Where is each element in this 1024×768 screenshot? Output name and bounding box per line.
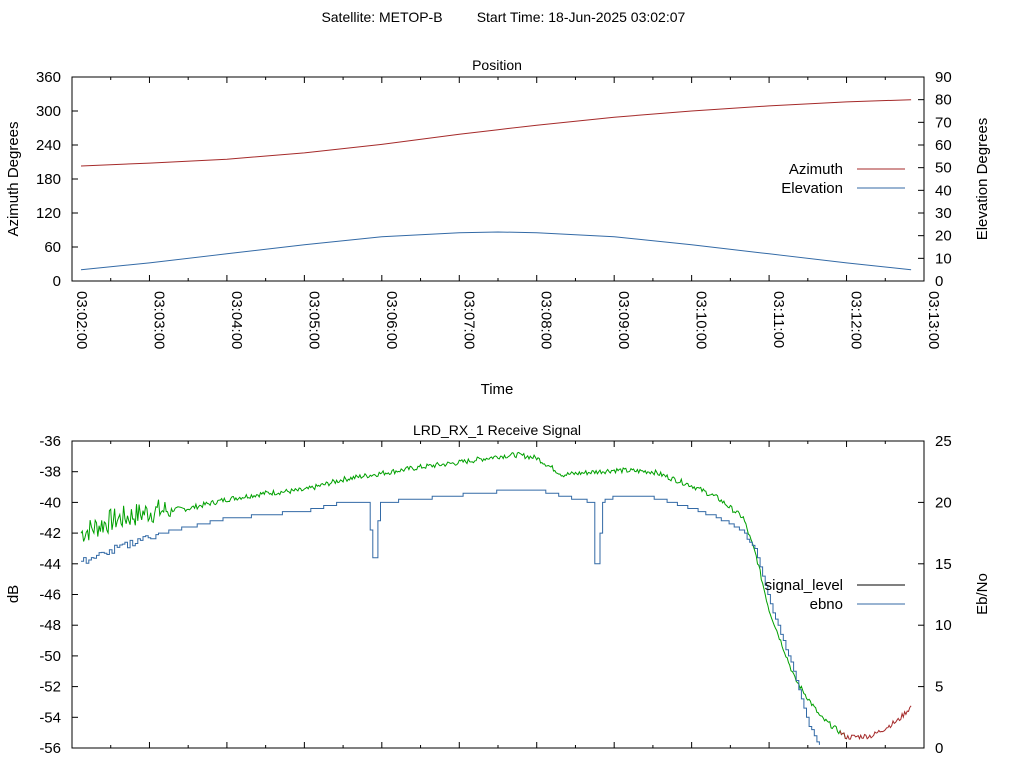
y2-tick-label: 5 bbox=[935, 679, 943, 696]
y2-tick-label: 10 bbox=[935, 250, 952, 267]
signal-y2-axis-label: Eb/No bbox=[974, 573, 991, 615]
y2-tick-label: 0 bbox=[935, 740, 943, 757]
y-tick-label: 240 bbox=[36, 137, 61, 154]
y-tick-label: 120 bbox=[36, 205, 61, 222]
x-tick-label: 03:11:00 bbox=[770, 291, 787, 348]
y2-tick-label: 10 bbox=[935, 617, 952, 634]
start-time-label: Start Time: 18-Jun-2025 03:02:07 bbox=[477, 9, 686, 25]
y-tick-label: -48 bbox=[39, 617, 61, 634]
y-tick-label: 180 bbox=[36, 171, 61, 188]
signal-series bbox=[80, 451, 912, 745]
position-legend: Azimuth Elevation bbox=[781, 161, 905, 197]
y-tick-label: 60 bbox=[44, 239, 61, 256]
y2-tick-label: 30 bbox=[935, 205, 952, 222]
position-ticks: 0 60 120 180 240 300 360 0 10 20 30 40 50 60 70 80 90 03:… bbox=[36, 69, 952, 349]
position-y-axis-label: Azimuth Degrees bbox=[5, 121, 22, 236]
x-tick-label: 03:02:00 bbox=[73, 291, 90, 349]
position-chart: Position 0 60 120 180 240 300 360 0 10 20 30 40 50 60… bbox=[5, 57, 991, 398]
signal-chart: LRD_RX_1 Receive Signal -36-38-40-42-44-… bbox=[5, 422, 991, 757]
position-y2-axis-label: Elevation Degrees bbox=[974, 118, 991, 241]
signal-chart-title: LRD_RX_1 Receive Signal bbox=[413, 422, 581, 438]
legend-signal-level-label: signal_level bbox=[765, 577, 843, 594]
y2-tick-label: 20 bbox=[935, 494, 952, 511]
azimuth-line bbox=[80, 99, 912, 167]
y-tick-label: 300 bbox=[36, 103, 61, 120]
y-tick-label: -50 bbox=[39, 648, 61, 665]
y2-tick-label: 20 bbox=[935, 228, 952, 245]
y2-tick-label: 90 bbox=[935, 69, 952, 86]
signal-level-line bbox=[80, 451, 847, 740]
position-chart-title: Position bbox=[472, 57, 522, 73]
x-tick-label: 03:04:00 bbox=[228, 291, 245, 349]
legend-ebno-label: ebno bbox=[810, 596, 843, 613]
x-tick-label: 03:08:00 bbox=[538, 291, 555, 349]
y-tick-label: -42 bbox=[39, 525, 61, 542]
position-series bbox=[80, 99, 912, 271]
x-tick-label: 03:07:00 bbox=[460, 291, 477, 349]
y-tick-label: -54 bbox=[39, 709, 61, 726]
y2-tick-label: 60 bbox=[935, 137, 952, 154]
x-tick-label: 03:09:00 bbox=[615, 291, 632, 349]
y-tick-label: -36 bbox=[39, 433, 61, 450]
x-tick-label: 03:03:00 bbox=[150, 291, 167, 349]
x-tick-label: 03:06:00 bbox=[383, 291, 400, 349]
y2-tick-label: 40 bbox=[935, 182, 952, 199]
y-tick-label: -56 bbox=[39, 740, 61, 757]
y-tick-label: -46 bbox=[39, 587, 61, 604]
y2-tick-label: 50 bbox=[935, 160, 952, 177]
x-tick-label: 03:10:00 bbox=[693, 291, 710, 349]
y-tick-label: -40 bbox=[39, 494, 61, 511]
signal-level-low-line bbox=[839, 705, 912, 741]
signal-ticks: -36 -38 -40 -42 -44 -46 -48 -50 -52 -54 -56 0 5 10 15 2… bbox=[39, 433, 951, 757]
position-x-axis-label: Time bbox=[481, 381, 514, 398]
ebno-line bbox=[81, 489, 820, 745]
y2-tick-label: 15 bbox=[935, 556, 952, 573]
elevation-line bbox=[80, 231, 912, 271]
y-tick-label: 0 bbox=[53, 273, 61, 290]
x-tick-label: 03:12:00 bbox=[848, 291, 865, 349]
x-tick-label: 03:13:00 bbox=[925, 291, 942, 349]
y-tick-label: -44 bbox=[39, 556, 61, 573]
legend-azimuth-label: Azimuth bbox=[789, 161, 843, 178]
y2-tick-label: 70 bbox=[935, 114, 952, 131]
y-tick-label: -38 bbox=[39, 464, 61, 481]
position-plot-area bbox=[71, 76, 925, 282]
y2-tick-label: 25 bbox=[935, 433, 952, 450]
y-tick-label: -52 bbox=[39, 679, 61, 696]
y2-tick-label: 80 bbox=[935, 92, 952, 109]
y-tick-label: 360 bbox=[36, 69, 61, 86]
signal-legend: signal_level ebno bbox=[765, 577, 905, 613]
signal-plot-area bbox=[71, 440, 925, 749]
signal-y-axis-label: dB bbox=[5, 585, 22, 603]
satellite-label: Satellite: METOP-B bbox=[321, 9, 442, 25]
y2-tick-label: 0 bbox=[935, 273, 943, 290]
legend-elevation-label: Elevation bbox=[781, 180, 843, 197]
x-tick-label: 03:05:00 bbox=[305, 291, 322, 349]
